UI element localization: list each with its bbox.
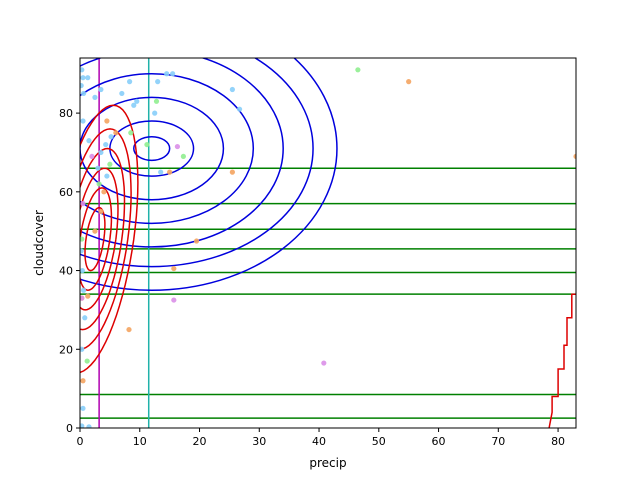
scatter-point (80, 346, 85, 352)
scatter-point (573, 153, 576, 160)
scatter-point (80, 75, 86, 81)
scatter-point (170, 71, 176, 77)
scatter-point (80, 405, 86, 411)
scatter-point (134, 98, 140, 104)
y-tick-label: 20 (59, 343, 73, 356)
ellipse-contour (133, 135, 171, 162)
scatter-point (355, 67, 361, 73)
scatter-point (180, 153, 186, 160)
scatter-point (80, 295, 85, 301)
scatter-point (82, 315, 88, 321)
scatter-point (98, 149, 104, 156)
red-contour (80, 187, 113, 291)
scatter-point (144, 141, 150, 148)
y-axis-label: cloudcover (32, 210, 46, 276)
scatter-point (80, 90, 87, 97)
scatter-point (92, 228, 98, 234)
scatter-point (80, 118, 86, 124)
scatter-point (85, 293, 91, 299)
ellipse-contour (80, 58, 314, 268)
scatter-point (152, 110, 158, 116)
scatter-point (167, 169, 173, 175)
red-contour (80, 167, 119, 311)
scatter-point (84, 358, 90, 364)
ellipse-contour (80, 58, 284, 248)
scatter-point (321, 360, 327, 366)
plot-area (80, 58, 576, 428)
scatter-point (171, 265, 177, 272)
x-tick-label: 20 (193, 435, 207, 448)
scatter-point (101, 189, 107, 195)
scatter-point (108, 134, 114, 140)
x-tick-label: 50 (372, 435, 386, 448)
scatter-point (98, 208, 104, 215)
x-tick-label: 40 (312, 435, 326, 448)
red-contour (80, 147, 126, 331)
scatter-point (92, 94, 98, 100)
scatter-point (104, 118, 110, 124)
scatter-point (85, 75, 91, 81)
x-tick-label: 10 (133, 435, 147, 448)
x-axis-label: precip (309, 456, 346, 470)
x-axis-ticks: 0 10 20 30 40 50 60 70 80 (77, 428, 565, 448)
scatter-point (406, 79, 412, 85)
x-tick-label: 70 (491, 435, 505, 448)
scatter-point (95, 165, 101, 171)
scatter-point (86, 424, 92, 428)
axes-frame (79, 57, 577, 429)
scatter-point (89, 153, 95, 160)
scatter-point (229, 86, 235, 93)
scatter-point (80, 236, 85, 242)
scatter-point (174, 143, 181, 150)
scatter-point (171, 297, 177, 303)
ellipse-contour (80, 96, 225, 201)
scatter-point (153, 98, 160, 104)
scatter-point (158, 169, 164, 175)
scatter-point (80, 201, 86, 207)
scatter-point (80, 248, 84, 254)
scatter-point (229, 169, 235, 175)
y-axis-ticks: 0 20 40 60 80 (59, 107, 80, 435)
scatter-point (128, 130, 134, 136)
scatter-point (131, 102, 137, 108)
scatter-point (104, 173, 110, 179)
scatter-point (127, 79, 133, 85)
red-contour (80, 104, 139, 374)
scatter-point (126, 326, 132, 333)
scatter-point (80, 267, 85, 274)
scatter-point (103, 141, 109, 148)
scatter-point (119, 90, 125, 97)
scatter-point (164, 71, 170, 77)
red-step-line (548, 293, 576, 428)
scatter-point (80, 287, 87, 293)
scatter-point (80, 423, 85, 428)
scatter-point (96, 181, 102, 187)
y-tick-label: 60 (59, 186, 73, 199)
x-tick-label: 80 (551, 435, 565, 448)
scatter-point (86, 138, 92, 144)
x-tick-label: 60 (432, 435, 446, 448)
scatter-point (98, 86, 104, 93)
y-tick-label: 40 (59, 265, 73, 278)
red-contour (80, 128, 132, 351)
x-tick-label: 0 (77, 435, 84, 448)
ellipse-contour (80, 58, 338, 291)
scatter-point (80, 378, 86, 384)
x-tick-label: 30 (252, 435, 266, 448)
scatter-point (113, 130, 119, 136)
scatter-point (80, 67, 85, 73)
y-tick-label: 80 (59, 107, 73, 120)
y-tick-label: 0 (66, 422, 73, 435)
scatter-point (80, 82, 84, 89)
ellipse-contour (80, 73, 255, 225)
scatter-point (155, 79, 161, 85)
scatter-point (193, 238, 200, 244)
scatter-point (107, 161, 113, 167)
scatter-point (236, 106, 243, 112)
